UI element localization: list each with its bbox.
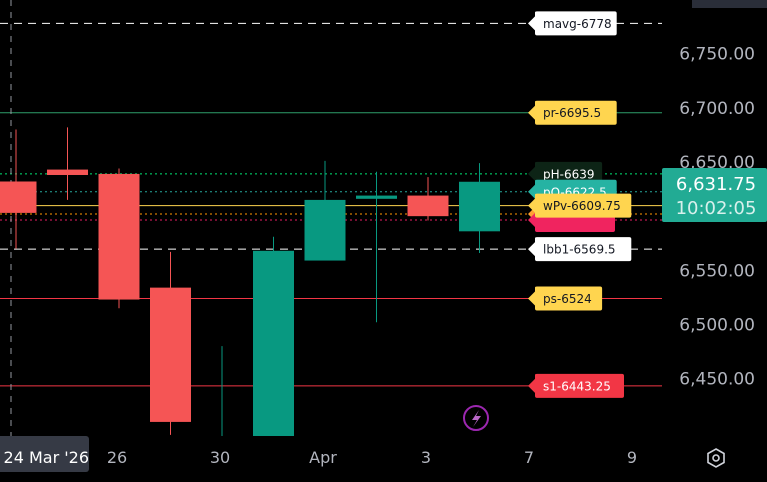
level-tag-text: pr-6695.5 — [543, 106, 601, 120]
hexagon-settings-icon[interactable] — [707, 448, 725, 468]
time-axis: 26 30 Apr 3 7 9 — [107, 448, 637, 467]
candle-body — [304, 199, 346, 261]
level-tag[interactable]: mavg-6778 — [528, 11, 617, 36]
last-price-value: 6,631.75 — [676, 174, 756, 195]
candles — [0, 127, 500, 476]
candle-body — [459, 181, 500, 232]
candle-body — [47, 169, 88, 175]
crosshair-date-label: 24 Mar '26 — [0, 436, 89, 472]
last-price-badge: 6,631.75 10:02:05 — [662, 168, 767, 222]
lightning-icon[interactable] — [463, 405, 489, 431]
crosshair-date-text: 24 Mar '26 — [4, 448, 89, 467]
candle-body — [0, 181, 37, 213]
level-tag[interactable]: wPv-6609.75 — [528, 193, 632, 218]
time-tick-label: 9 — [627, 448, 637, 467]
price-tick-label: 6,450.00 — [679, 370, 755, 390]
level-tag[interactable]: ps-6524 — [528, 286, 603, 311]
top-toolbar-edge — [692, 0, 767, 8]
level-tag[interactable]: pr-6695.5 — [528, 100, 617, 125]
candle[interactable] — [202, 346, 243, 476]
level-tag-text: wPv-6609.75 — [543, 199, 621, 213]
level-tag[interactable]: lbb1-6569.5 — [528, 237, 632, 262]
time-tick-label: 30 — [210, 448, 230, 467]
level-tag[interactable]: s1-6443.25 — [528, 373, 624, 398]
price-tick-label: 6,500.00 — [679, 315, 755, 335]
level-tag-text: pH-6639 — [543, 167, 595, 181]
candle-body — [407, 195, 449, 217]
candle[interactable] — [304, 160, 346, 261]
level-tag-text: s1-6443.25 — [543, 379, 611, 393]
level-tags: mavg-6778pr-6695.5pH-6639pO-6622.5wPv-66… — [528, 11, 632, 398]
bar-countdown: 10:02:05 — [676, 198, 757, 219]
candle-body — [150, 287, 191, 422]
candle[interactable] — [98, 168, 140, 309]
price-tick-label: 6,750.00 — [679, 45, 755, 65]
candle[interactable] — [459, 163, 500, 253]
candle-body — [253, 250, 294, 436]
time-tick-label: 26 — [107, 448, 127, 467]
time-tick-label: 7 — [524, 448, 534, 467]
candle[interactable] — [407, 177, 449, 221]
level-tag-text: lbb1-6569.5 — [543, 243, 616, 257]
candle[interactable] — [150, 251, 191, 435]
time-tick-label: 3 — [421, 448, 431, 467]
candle-body — [356, 195, 397, 199]
candle[interactable] — [0, 129, 37, 249]
candle[interactable] — [47, 127, 88, 200]
level-tag-text: mavg-6778 — [543, 17, 612, 31]
level-tag-text: ps-6524 — [543, 292, 592, 306]
price-axis: 6,750.006,700.006,650.006,550.006,500.00… — [679, 45, 755, 390]
time-tick-label: Apr — [309, 448, 337, 467]
candle[interactable] — [253, 236, 294, 455]
candle[interactable] — [356, 171, 397, 323]
price-tick-label: 6,700.00 — [679, 99, 755, 119]
candle-body — [98, 173, 140, 300]
price-tick-label: 6,550.00 — [679, 261, 755, 281]
